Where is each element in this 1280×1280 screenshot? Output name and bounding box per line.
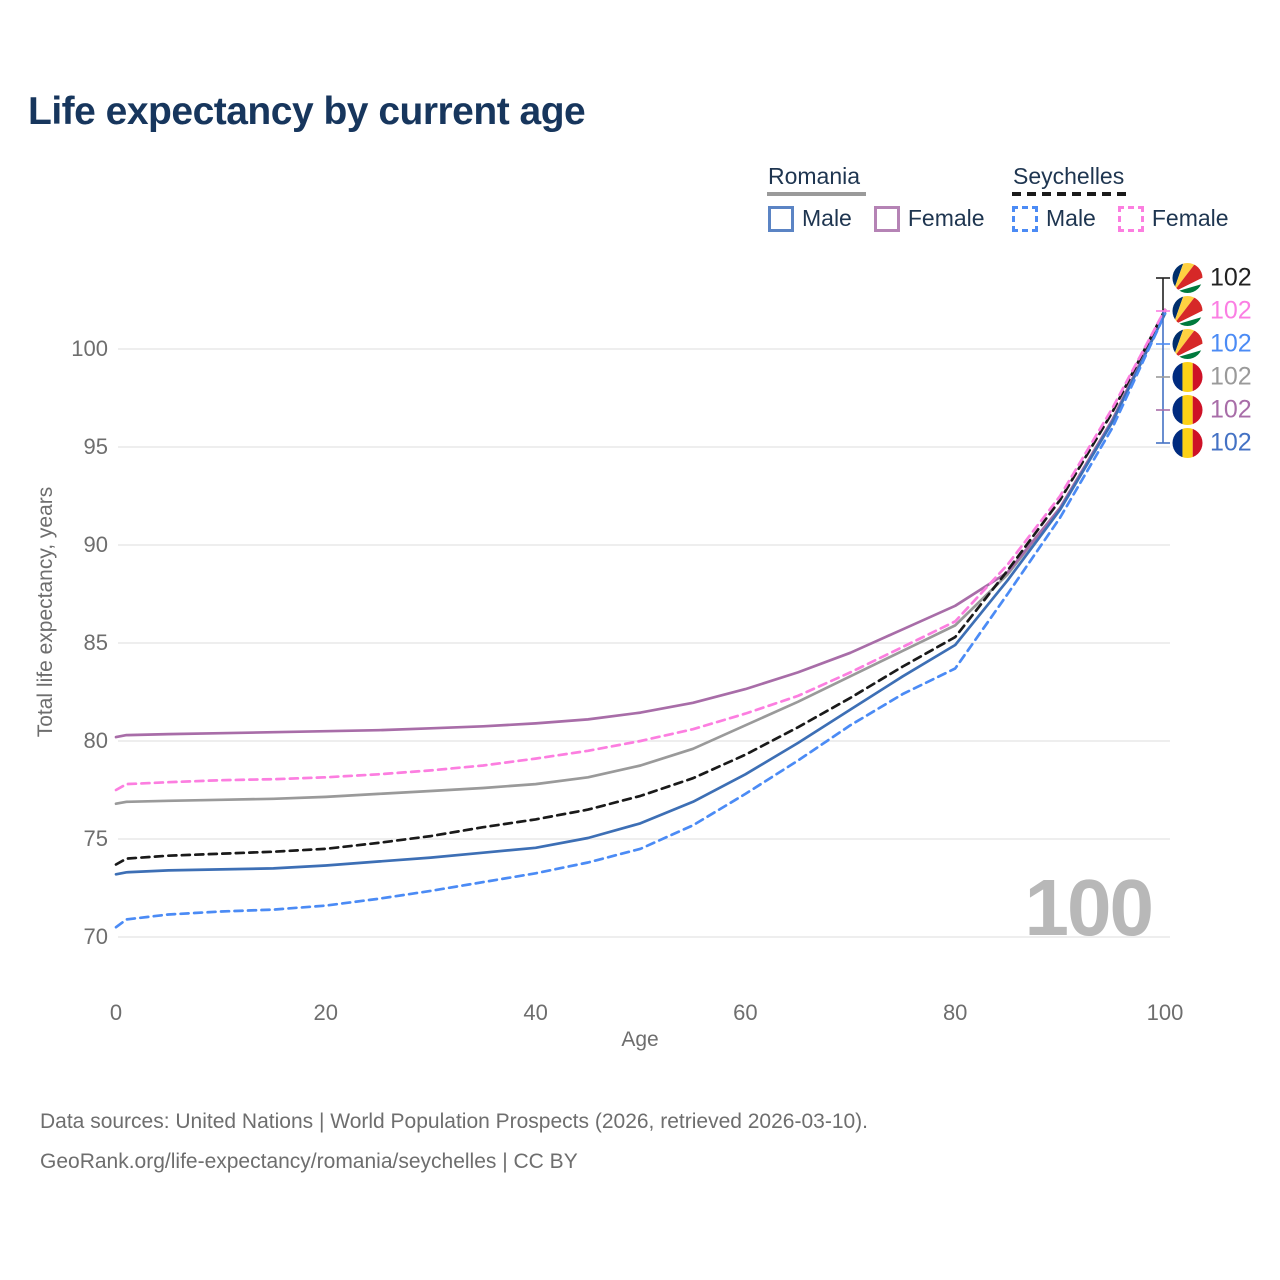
legend-swatch-seychelles-male[interactable] [1012,205,1038,232]
end-label-romania-male: 102 [1172,427,1252,459]
attribution-link[interactable]: GeoRank.org/life-expectancy/romania/seyc… [40,1150,578,1173]
x-axis-title: Age [621,1028,659,1051]
legend-seychelles-items: Male Female [1012,205,1243,232]
chart-title: Life expectancy by current age [28,90,586,133]
end-label-value: 102 [1210,296,1252,325]
seychelles-flag-icon [1172,295,1203,327]
x-tick-100: 100 [1146,1000,1184,1025]
legend-romania-line-swatch [767,192,866,196]
end-label-seychelles-female: 102 [1172,295,1252,327]
legend-group-romania[interactable]: Romania [768,163,861,189]
end-label-leader-lines [1156,277,1170,444]
end-label-value: 102 [1210,428,1252,457]
x-tick-60: 60 [733,1000,758,1025]
x-tick-40: 40 [523,1000,548,1025]
y-tick-100: 100 [71,336,108,361]
legend-group-seychelles[interactable]: Seychelles [1013,163,1125,189]
data-sources-note: Data sources: United Nations | World Pop… [40,1110,869,1133]
y-tick-70: 70 [83,924,108,949]
legend-swatch-romania-female[interactable] [873,205,900,232]
x-tick-20: 20 [313,1000,339,1025]
series-lines [114,308,1167,929]
y-tick-85: 85 [83,630,108,655]
y-axis-title: Total life expectancy, years [34,486,57,738]
romania-flag-icon [1172,361,1203,393]
romania-flag-icon [1172,394,1203,426]
series-line-seychelles-both-sexes [114,308,1167,866]
end-label-value: 102 [1210,362,1252,391]
gridlines [118,348,1170,938]
age-counter-watermark: 100 [1024,863,1154,952]
y-tick-95: 95 [83,434,108,459]
end-label-value: 102 [1210,329,1252,358]
series-line-seychelles-male [114,312,1167,929]
legend-swatch-romania-male[interactable] [768,205,794,232]
romania-flag-icon [1172,427,1203,459]
legend-swatch-seychelles-female[interactable] [1117,205,1144,232]
x-tick-0: 0 [109,1000,123,1025]
legend-seychelles-line-swatch [1012,192,1129,196]
legend-label-seychelles-male[interactable]: Male [1046,205,1096,231]
end-label-value: 102 [1210,395,1252,424]
legend-label-seychelles-female[interactable]: Female [1151,205,1229,231]
end-label-romania-female: 102 [1172,394,1252,426]
end-label-seychelles-male: 102 [1172,328,1252,360]
line-chart-canvas [114,277,1170,938]
series-line-romania-female [114,310,1167,739]
legend-label-romania-female[interactable]: Female [907,205,985,231]
y-tick-80: 80 [83,728,108,753]
legend-romania-items: Male Female [768,205,999,232]
series-line-seychelles-female [114,308,1167,792]
seychelles-flag-icon [1172,328,1203,360]
x-tick-80: 80 [942,1000,968,1025]
end-label-seychelles-both-sexes: 102 [1172,262,1252,294]
series-line-romania-both-sexes [114,310,1167,806]
end-label-romania-both-sexes: 102 [1172,361,1252,393]
y-tick-75: 75 [83,826,108,851]
series-line-romania-male [114,312,1167,876]
seychelles-flag-icon [1172,262,1203,294]
end-label-value: 102 [1210,263,1252,292]
y-tick-90: 90 [83,532,108,557]
legend-label-romania-male[interactable]: Male [802,205,852,231]
